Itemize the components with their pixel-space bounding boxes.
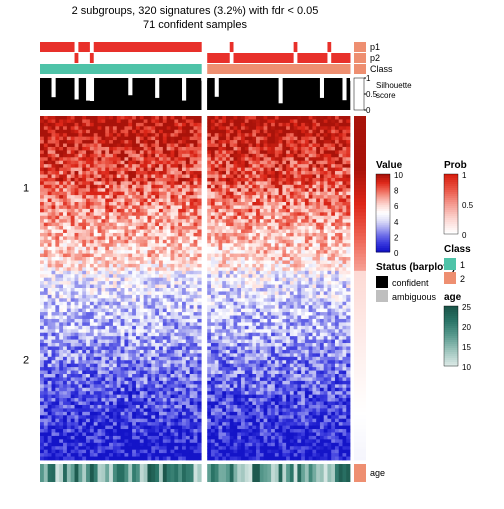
svg-text:1: 1: [366, 74, 371, 83]
svg-text:score: score: [376, 91, 396, 100]
svg-text:0: 0: [366, 106, 371, 115]
svg-text:p1: p1: [370, 42, 380, 52]
svg-text:Class: Class: [370, 64, 393, 74]
svg-text:71 confident samples: 71 confident samples: [143, 19, 247, 31]
svg-text:2 subgroups, 320 signatures (3: 2 subgroups, 320 signatures (3.2%) with …: [72, 5, 319, 17]
svg-text:p2: p2: [370, 53, 380, 63]
svg-text:Silhouette: Silhouette: [376, 81, 412, 90]
